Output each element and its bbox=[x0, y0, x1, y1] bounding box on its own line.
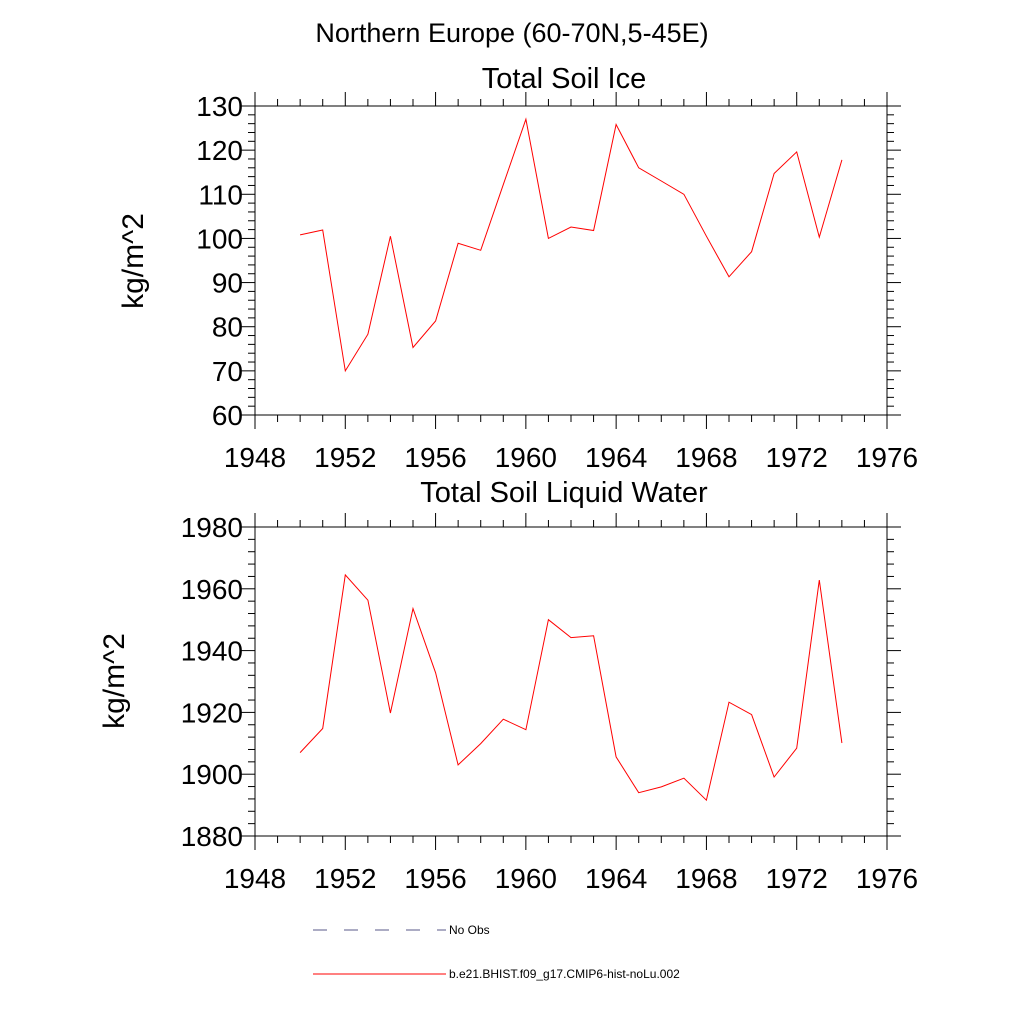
y-tick-label: 1900 bbox=[181, 759, 243, 790]
x-tick-label: 1968 bbox=[675, 442, 737, 473]
x-tick-label: 1964 bbox=[585, 863, 647, 894]
x-tick-labels: 1948 1952 1956 1960 1964 1968 1972 1976 bbox=[224, 442, 918, 473]
y-axis-label: kg/m^2 bbox=[117, 213, 150, 309]
x-tick-label: 1972 bbox=[766, 442, 828, 473]
legend-label: No Obs bbox=[449, 923, 490, 937]
y-tick-labels: 1880 1900 1920 1940 1960 1980 bbox=[181, 512, 243, 852]
y-tick-label: 1880 bbox=[181, 821, 243, 852]
x-tick-label: 1952 bbox=[314, 442, 376, 473]
y-tick-label: 120 bbox=[196, 135, 243, 166]
x-tick-label: 1948 bbox=[224, 442, 286, 473]
series-line bbox=[299, 573, 843, 802]
y-tick-label: 1980 bbox=[181, 512, 243, 543]
x-tick-label: 1960 bbox=[495, 863, 557, 894]
series-layer bbox=[299, 117, 843, 373]
y-tick-label: 1960 bbox=[181, 574, 243, 605]
legend-entry-no-obs: No Obs bbox=[313, 923, 490, 937]
y-tick-label: 70 bbox=[212, 356, 243, 387]
x-tick-label: 1972 bbox=[766, 863, 828, 894]
x-tick-label: 1976 bbox=[856, 442, 918, 473]
legend: No Obs b.e21.BHIST.f09_g17.CMIP6-hist-no… bbox=[313, 923, 680, 981]
panel-title: Total Soil Liquid Water bbox=[420, 477, 708, 509]
y-tick-label: 1920 bbox=[181, 697, 243, 728]
y-axis-label: kg/m^2 bbox=[98, 633, 131, 729]
y-tick-label: 130 bbox=[196, 91, 243, 122]
x-tick-label: 1968 bbox=[675, 863, 737, 894]
y-tick-labels: 60 70 80 90 100 110 120 130 bbox=[196, 91, 243, 431]
x-tick-label: 1956 bbox=[404, 442, 466, 473]
x-tick-label: 1960 bbox=[495, 442, 557, 473]
legend-label: b.e21.BHIST.f09_g17.CMIP6-hist-noLu.002 bbox=[449, 967, 680, 981]
figure-suptitle: Northern Europe (60-70N,5-45E) bbox=[315, 18, 708, 48]
y-tick-label: 90 bbox=[212, 268, 243, 299]
legend-entry-model-run: b.e21.BHIST.f09_g17.CMIP6-hist-noLu.002 bbox=[313, 967, 680, 981]
series-layer bbox=[299, 573, 843, 802]
x-tick-labels: 1948 1952 1956 1960 1964 1968 1972 1976 bbox=[224, 863, 918, 894]
axis-ticks bbox=[241, 92, 901, 429]
series-line bbox=[299, 117, 843, 373]
x-tick-label: 1964 bbox=[585, 442, 647, 473]
y-tick-label: 60 bbox=[212, 400, 243, 431]
axis-ticks bbox=[241, 513, 901, 850]
panel-title: Total Soil Ice bbox=[482, 63, 646, 95]
y-tick-label: 100 bbox=[196, 223, 243, 254]
y-tick-label: 1940 bbox=[181, 636, 243, 667]
x-tick-label: 1956 bbox=[404, 863, 466, 894]
y-tick-label: 110 bbox=[198, 179, 243, 210]
panel-total-soil-ice: Total Soil Ice 60 70 80 90 100 110 120 130 1948… bbox=[117, 63, 918, 473]
x-tick-label: 1948 bbox=[224, 863, 286, 894]
x-tick-label: 1952 bbox=[314, 863, 376, 894]
y-tick-label: 80 bbox=[212, 312, 243, 343]
panel-total-soil-liquid-water: Total Soil Liquid Water 1880 1900 1920 1940… bbox=[98, 477, 918, 894]
x-tick-label: 1976 bbox=[856, 863, 918, 894]
